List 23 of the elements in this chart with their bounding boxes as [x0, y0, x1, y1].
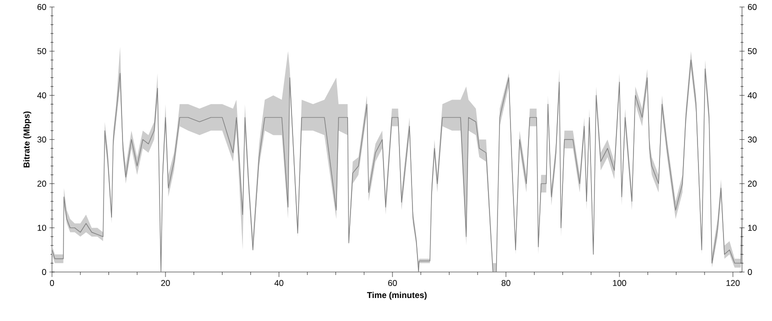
- y-axis-title: Bitrate (Mbps): [23, 111, 32, 168]
- y-tick-label: 40: [37, 92, 46, 98]
- y-tick-label: 10: [38, 224, 46, 231]
- x-tick-label: 120: [726, 280, 740, 286]
- x-tick-label: 60: [388, 280, 397, 286]
- y2-tick-label: 50: [748, 48, 757, 54]
- y-tick-label: 30: [37, 136, 46, 142]
- x-axis-title: Time (minutes): [367, 292, 427, 300]
- y2-tick-label: 20: [748, 180, 757, 187]
- x-tick-label: 80: [502, 280, 510, 286]
- y2-tick-label: 30: [748, 136, 757, 142]
- x-tick-label: 0: [50, 280, 54, 286]
- y-tick-label: 20: [37, 180, 46, 187]
- x-tick-label: 100: [613, 280, 626, 286]
- y-tick-label: 50: [37, 48, 46, 54]
- y2-tick-label: 40: [748, 92, 757, 98]
- x-tick-label: 40: [274, 280, 284, 286]
- y2-tick-label: 0: [748, 269, 752, 275]
- x-tick-label: 20: [161, 280, 170, 286]
- y-tick-label: 60: [37, 4, 46, 10]
- y2-tick-label: 60: [748, 4, 757, 10]
- y-tick-label: 0: [42, 269, 46, 275]
- y2-tick-label: 10: [748, 224, 757, 231]
